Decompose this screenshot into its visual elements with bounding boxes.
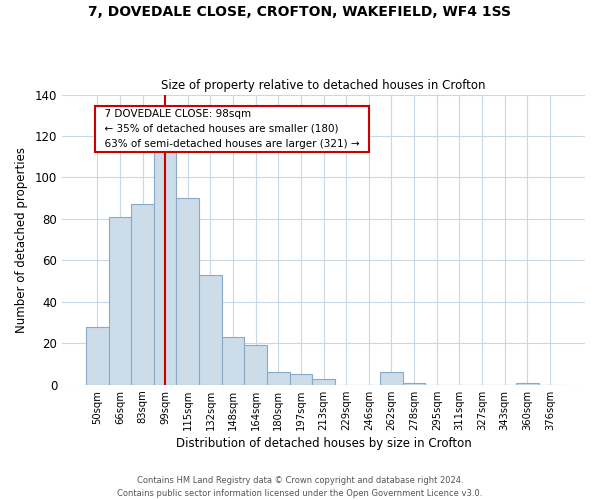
Text: Contains HM Land Registry data © Crown copyright and database right 2024.
Contai: Contains HM Land Registry data © Crown c… bbox=[118, 476, 482, 498]
Bar bbox=[199, 275, 222, 385]
Bar bbox=[131, 204, 154, 385]
Bar bbox=[109, 217, 131, 385]
Bar bbox=[222, 337, 244, 385]
Bar bbox=[312, 378, 335, 385]
Bar bbox=[86, 327, 109, 385]
Bar bbox=[290, 374, 312, 385]
Title: Size of property relative to detached houses in Crofton: Size of property relative to detached ho… bbox=[161, 79, 486, 92]
Bar bbox=[244, 346, 267, 385]
Text: 7 DOVEDALE CLOSE: 98sqm
  ← 35% of detached houses are smaller (180)
  63% of se: 7 DOVEDALE CLOSE: 98sqm ← 35% of detache… bbox=[98, 109, 366, 148]
X-axis label: Distribution of detached houses by size in Crofton: Distribution of detached houses by size … bbox=[176, 437, 472, 450]
Bar bbox=[154, 150, 176, 385]
Bar bbox=[267, 372, 290, 385]
Bar bbox=[516, 382, 539, 385]
Bar bbox=[403, 382, 425, 385]
Text: 7, DOVEDALE CLOSE, CROFTON, WAKEFIELD, WF4 1SS: 7, DOVEDALE CLOSE, CROFTON, WAKEFIELD, W… bbox=[89, 5, 511, 19]
Bar bbox=[176, 198, 199, 385]
Y-axis label: Number of detached properties: Number of detached properties bbox=[15, 146, 28, 332]
Bar bbox=[380, 372, 403, 385]
